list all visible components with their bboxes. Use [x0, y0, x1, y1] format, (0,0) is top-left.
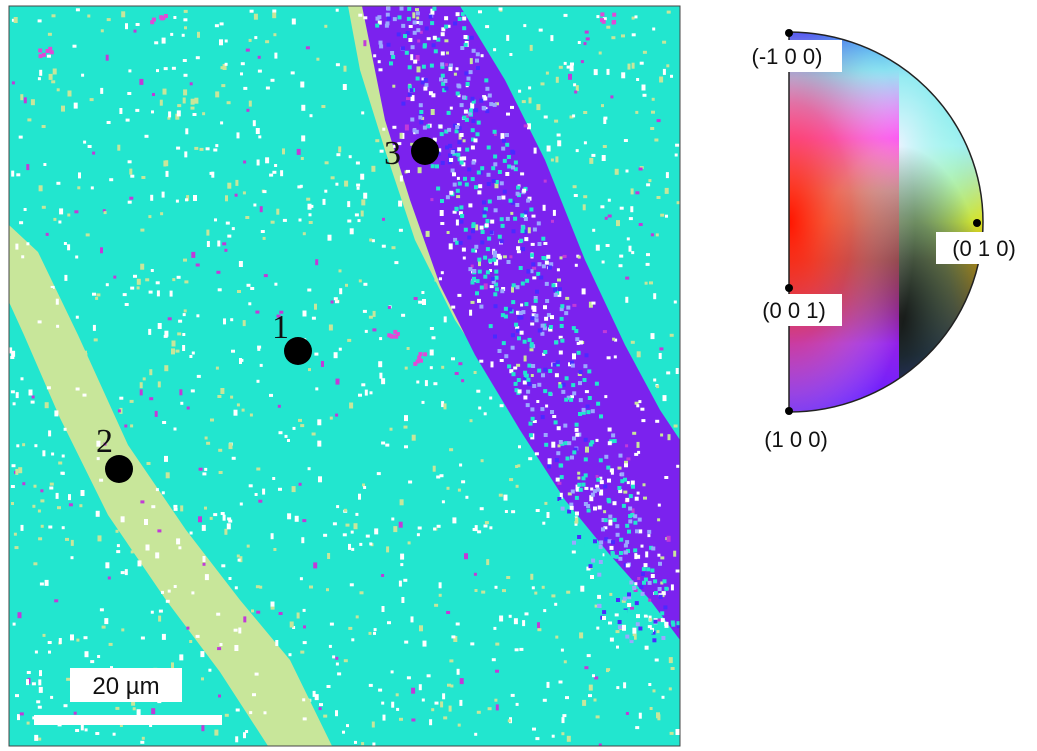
- noise-specks: [9, 6, 680, 746]
- scale-bar-label: 20 µm: [92, 673, 159, 700]
- scale-bar-label-box: [70, 668, 182, 702]
- marker-label-3: 3: [384, 135, 401, 172]
- scale-bar: [34, 715, 222, 725]
- marker-point-1: [284, 337, 312, 365]
- light-green-grain-band: [9, 225, 332, 746]
- marker-label-1: 1: [272, 309, 289, 346]
- map-frame: [8, 5, 681, 747]
- marker-label-2: 2: [96, 423, 113, 460]
- marker-point-3: [411, 137, 439, 165]
- orientation-map: [9, 6, 680, 746]
- marker-point-2: [105, 455, 133, 483]
